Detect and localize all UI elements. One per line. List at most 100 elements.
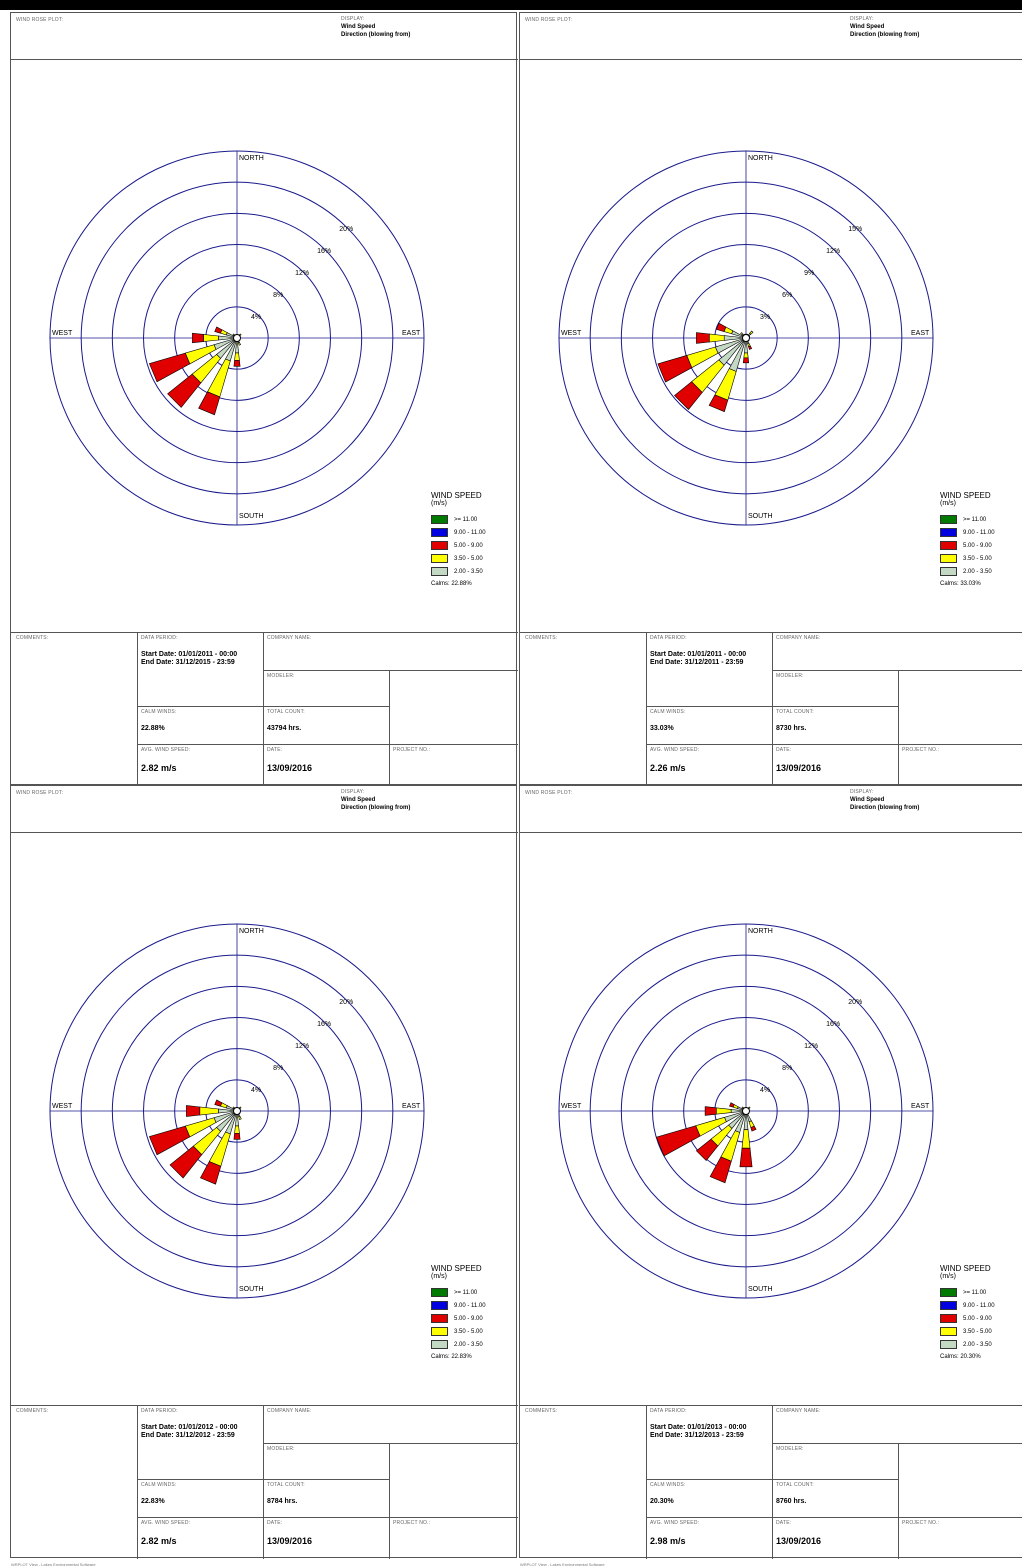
petal-segment — [709, 1156, 732, 1184]
display-line-2: Direction (blowing from) — [850, 32, 920, 38]
legend-unit: (m/s) — [431, 500, 447, 507]
modeler-label: MODELER: — [776, 1446, 804, 1452]
avg-wind-speed-label: AVG. WIND SPEED: — [141, 1520, 191, 1526]
grid-line — [137, 1479, 389, 1480]
petal-segment — [214, 326, 223, 334]
wind-rose-chart: 4% 8% 12% 16% 20% NORTH SOUTH WEST EAST — [49, 923, 425, 1299]
petal-segment — [748, 345, 753, 350]
grid-line — [772, 1443, 1022, 1444]
info-divider — [11, 632, 518, 633]
calm-winds-value: 22.88% — [141, 725, 165, 732]
project-no-label: PROJECT NO.: — [902, 1520, 940, 1526]
avg-wind-speed-value: 2.82 m/s — [141, 763, 177, 773]
data-period-label: DATA PERIOD: — [650, 635, 687, 641]
legend: WIND SPEED (m/s) >= 11.00 9.00 - 11.00 5.0… — [940, 491, 1022, 587]
legend-swatch — [431, 515, 448, 524]
legend-label: 9.00 - 11.00 — [454, 529, 486, 536]
compass-label-west: WEST — [561, 330, 582, 337]
legend-item: 2.00 - 3.50 — [431, 1338, 526, 1351]
petal-segment — [709, 333, 725, 343]
legend-swatch — [940, 528, 957, 537]
petal-segment — [234, 1125, 240, 1134]
grid-line — [646, 1479, 898, 1480]
date-value: 13/09/2016 — [267, 1536, 313, 1546]
grid-line — [772, 632, 773, 786]
end-date: End Date: 31/12/2011 - 23:59 — [650, 659, 744, 666]
total-count-label: TOTAL COUNT: — [776, 1482, 814, 1488]
display-label: DISPLAY: — [850, 16, 874, 22]
legend-rows: >= 11.00 9.00 - 11.00 5.00 - 9.00 3.50 - 5.… — [940, 1286, 1022, 1351]
legend-item: >= 11.00 — [431, 513, 526, 526]
grid-line — [646, 744, 1022, 745]
legend-label: >= 11.00 — [963, 1289, 987, 1296]
legend-item: 3.50 - 5.00 — [940, 1325, 1022, 1338]
modeler-label: MODELER: — [267, 1446, 295, 1452]
petal-segment — [192, 332, 204, 344]
header-divider — [520, 59, 1022, 60]
legend-swatch — [431, 541, 448, 550]
total-count-value: 43794 hrs. — [267, 725, 302, 732]
project-no-label: PROJECT NO.: — [902, 747, 940, 753]
grid-line — [263, 1443, 518, 1444]
display-line-1: Wind Speed — [341, 24, 376, 30]
display-label: DISPLAY: — [341, 16, 365, 22]
petal-segment — [167, 373, 202, 408]
ring-label: 3% — [760, 314, 770, 321]
petal-segment — [238, 1115, 242, 1121]
legend-item: >= 11.00 — [940, 513, 1022, 526]
avg-wind-speed-value: 2.98 m/s — [650, 1536, 686, 1546]
data-period-label: DATA PERIOD: — [650, 1408, 687, 1414]
legend-label: >= 11.00 — [454, 516, 478, 523]
compass-label-north: NORTH — [239, 155, 264, 162]
start-date: Start Date: 01/01/2012 - 00:00 — [141, 1424, 238, 1431]
compass-label-south: SOUTH — [748, 513, 773, 520]
comments-label: COMMENTS: — [525, 635, 558, 641]
compass-label-east: EAST — [402, 1103, 421, 1110]
date-label: DATE: — [776, 1520, 792, 1526]
legend-swatch — [940, 1301, 957, 1310]
compass-label-north: NORTH — [748, 155, 773, 162]
calms-text: Calms: 20.30% — [940, 1354, 981, 1360]
wind-rose-chart: 4% 8% 12% 16% 20% NORTH SOUTH WEST EAST — [558, 923, 934, 1299]
petal-segment — [740, 332, 744, 336]
legend-item: 2.00 - 3.50 — [940, 1338, 1022, 1351]
start-date: Start Date: 01/01/2011 - 00:00 — [141, 651, 238, 658]
calm-winds-value: 22.83% — [141, 1498, 165, 1505]
ring-label: 15% — [848, 226, 862, 233]
end-date: End Date: 31/12/2015 - 23:59 — [141, 659, 235, 666]
display-label: DISPLAY: — [341, 789, 365, 795]
legend-item: 5.00 - 9.00 — [431, 1312, 526, 1325]
legend-swatch — [940, 554, 957, 563]
legend-item: 9.00 - 11.00 — [431, 526, 526, 539]
petal-segment — [234, 352, 240, 361]
compass-label-north: NORTH — [239, 928, 264, 935]
display-line-1: Wind Speed — [850, 797, 885, 803]
ring-label: 16% — [826, 1021, 840, 1028]
petal-segment — [233, 359, 241, 367]
grid-line — [263, 670, 518, 671]
legend: WIND SPEED (m/s) >= 11.00 9.00 - 11.00 5.0… — [431, 491, 526, 587]
grid-line — [137, 632, 138, 786]
company-name-label: COMPANY NAME: — [267, 1408, 312, 1414]
start-date: Start Date: 01/01/2011 - 00:00 — [650, 651, 747, 658]
compass-label-east: EAST — [911, 330, 930, 337]
calm-winds-value: 33.03% — [650, 725, 674, 732]
ring-label: 20% — [848, 999, 862, 1006]
legend-swatch — [431, 1314, 448, 1323]
header-divider — [520, 832, 1022, 833]
footer-credit: WRPLOT View - Lakes Environmental Softwa… — [520, 1562, 605, 1567]
legend-rows: >= 11.00 9.00 - 11.00 5.00 - 9.00 3.50 - 5.… — [431, 1286, 526, 1351]
petal-segment — [716, 1107, 732, 1115]
ring-label: 4% — [251, 1087, 261, 1094]
avg-wind-speed-label: AVG. WIND SPEED: — [141, 747, 191, 753]
petal-segment — [238, 342, 242, 346]
wind-rose-panel-4: WIND ROSE PLOT: DISPLAY: Wind Speed Dire… — [519, 785, 1022, 1567]
legend-swatch — [431, 1340, 448, 1349]
legend-swatch — [940, 1340, 957, 1349]
petal-segment — [148, 1125, 191, 1156]
legend-unit: (m/s) — [431, 1273, 447, 1280]
display-line-2: Direction (blowing from) — [341, 32, 411, 38]
legend-label: 3.50 - 5.00 — [963, 555, 992, 562]
petal-segment — [657, 355, 693, 383]
legend-item: 5.00 - 9.00 — [940, 1312, 1022, 1325]
